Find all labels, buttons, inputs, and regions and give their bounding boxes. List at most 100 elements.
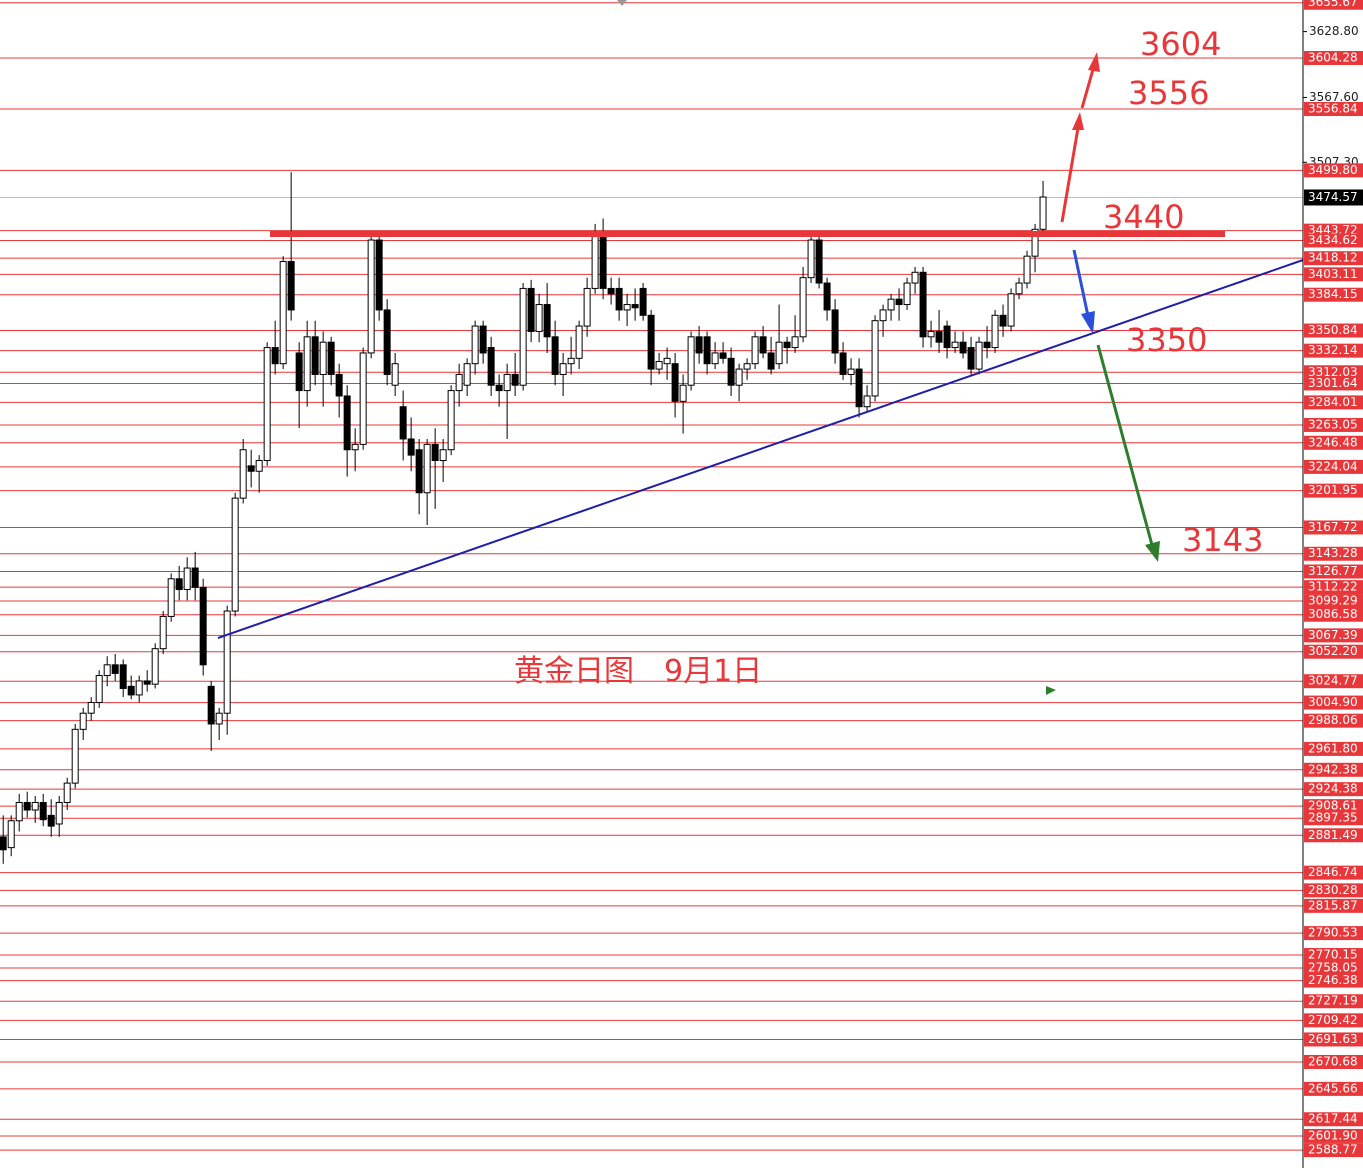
level-label: 3301.64 — [1308, 376, 1358, 390]
candle-body — [527, 287, 535, 332]
candle-body — [775, 341, 783, 365]
candle-body — [551, 336, 559, 375]
level-label: 3284.01 — [1308, 395, 1358, 409]
level-label: 3556.84 — [1308, 102, 1358, 116]
level-label: 3024.77 — [1308, 674, 1358, 688]
level-label-box — [1304, 395, 1363, 410]
candle-body — [935, 330, 943, 343]
candle-body — [423, 443, 431, 494]
candle-body — [271, 347, 279, 365]
candle-body — [439, 449, 447, 461]
candle-body — [911, 271, 919, 284]
level-label-box — [1304, 713, 1363, 728]
current-price-box — [1304, 189, 1363, 206]
level-label-box — [1304, 799, 1363, 814]
candle-body — [783, 341, 791, 349]
level-label: 3112.22 — [1308, 580, 1358, 594]
candle-body — [103, 664, 111, 677]
level-label-box — [1304, 459, 1363, 474]
candle-body — [375, 239, 383, 311]
level-label: 2830.28 — [1308, 883, 1358, 897]
candle-body — [791, 336, 799, 349]
level-label: 3246.48 — [1308, 435, 1358, 449]
candle-body — [719, 352, 727, 359]
level-label: 2942.38 — [1308, 762, 1358, 776]
candle-body — [287, 261, 295, 311]
level-label: 2758.05 — [1308, 961, 1358, 975]
level-label-box — [1304, 695, 1363, 710]
candle-body — [711, 352, 719, 365]
level-label: 3350.84 — [1308, 323, 1358, 337]
candle-body — [247, 465, 255, 472]
candle-body — [7, 820, 15, 849]
candle-body — [23, 801, 31, 811]
candle-body — [175, 578, 183, 591]
candle-body — [471, 325, 479, 365]
candles — [0, 172, 1047, 864]
level-label: 2908.61 — [1308, 799, 1358, 813]
level-label-box — [1304, 323, 1363, 338]
trend-line — [217, 259, 1304, 639]
candle-body — [751, 336, 759, 365]
level-label-box — [1304, 102, 1363, 117]
level-label-box — [1304, 1081, 1363, 1096]
candle-body — [927, 330, 935, 338]
candle-body — [1007, 293, 1015, 327]
arrow-up-1 — [1060, 112, 1084, 223]
level-label-box — [1304, 251, 1363, 266]
candle-body — [759, 336, 767, 354]
candle-body — [799, 277, 807, 338]
level-label: 2770.15 — [1308, 948, 1358, 962]
candle-body — [343, 395, 351, 451]
level-label-box — [1304, 865, 1363, 880]
candle-body — [607, 287, 615, 295]
candle-body — [295, 352, 303, 392]
candle-body — [95, 675, 103, 703]
candle-body — [231, 497, 239, 612]
level-label-box — [1304, 0, 1363, 10]
candle-body — [143, 680, 151, 685]
candle-body — [983, 341, 991, 349]
level-label-box — [1304, 811, 1363, 826]
candle-body — [447, 390, 455, 451]
candle-body — [407, 438, 415, 456]
annotation: 3350 — [1126, 321, 1207, 359]
level-label: 2588.77 — [1308, 1143, 1358, 1157]
annotation: 3604 — [1140, 25, 1221, 63]
candle-body — [519, 287, 527, 386]
level-label-box — [1304, 520, 1363, 535]
candle-body — [351, 443, 359, 451]
y-axis: 3628.803567.603507.303655.673604.283556.… — [1302, 0, 1363, 1168]
level-label: 3604.28 — [1308, 50, 1358, 64]
level-label: 3434.62 — [1308, 233, 1358, 247]
candle-body — [239, 449, 247, 499]
candle-body — [871, 320, 879, 397]
candle-body — [647, 314, 655, 370]
candle-body — [615, 287, 623, 311]
level-label-box — [1304, 1054, 1363, 1069]
candle-body — [535, 304, 543, 332]
candle-body — [959, 341, 967, 354]
level-label-box — [1304, 435, 1363, 450]
candle-body — [367, 239, 375, 354]
level-label: 3086.58 — [1308, 607, 1358, 621]
candle-body — [559, 363, 567, 375]
candle-body — [823, 282, 831, 311]
candle-body — [671, 363, 679, 402]
candle-body — [111, 664, 119, 674]
candle-body — [999, 314, 1007, 327]
level-label: 3384.15 — [1308, 287, 1358, 301]
level-label-box — [1304, 674, 1363, 689]
candle-body — [191, 567, 199, 588]
candle-body — [215, 712, 223, 725]
candle-body — [167, 578, 175, 617]
level-label: 3332.14 — [1308, 343, 1358, 357]
candle-body — [1015, 282, 1023, 295]
candle-body — [39, 801, 47, 821]
candle-body — [15, 801, 23, 822]
level-label: 2617.44 — [1308, 1112, 1358, 1126]
level-label-box — [1304, 1032, 1363, 1047]
candle-body — [687, 336, 695, 386]
level-label-box — [1304, 741, 1363, 756]
level-label: 2691.63 — [1308, 1032, 1358, 1046]
